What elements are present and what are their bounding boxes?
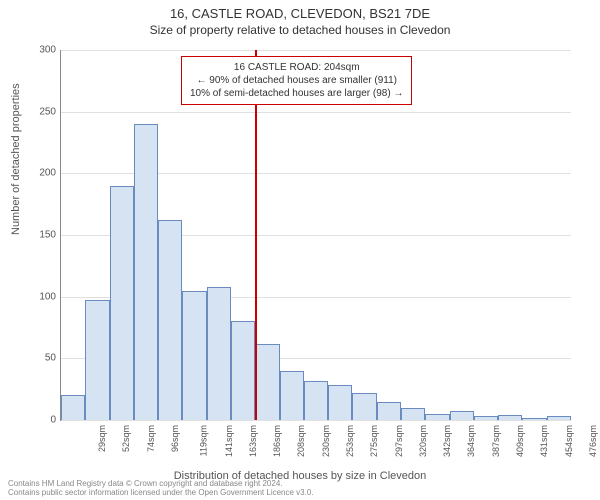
- x-tick-label: 387sqm: [491, 425, 501, 457]
- plot-area: 16 CASTLE ROAD: 204sqm ← 90% of detached…: [60, 50, 571, 421]
- y-tick-label: 0: [31, 415, 56, 426]
- histogram-bar: [255, 344, 279, 420]
- gridline: [61, 420, 571, 421]
- x-tick-label: 320sqm: [418, 425, 428, 457]
- x-tick-label: 96sqm: [170, 425, 180, 452]
- x-tick-label: 119sqm: [199, 425, 209, 456]
- y-tick-label: 50: [31, 353, 56, 364]
- x-tick-label: 141sqm: [224, 425, 234, 457]
- footer-attribution: Contains HM Land Registry data © Crown c…: [8, 479, 314, 498]
- address-title: 16, CASTLE ROAD, CLEVEDON, BS21 7DE: [0, 0, 600, 21]
- reference-line: [255, 50, 257, 420]
- histogram-bars: [61, 50, 571, 420]
- histogram-bar: [425, 414, 449, 420]
- histogram-bar: [547, 416, 571, 420]
- y-tick-label: 300: [31, 45, 56, 56]
- x-tick-label: 409sqm: [515, 425, 525, 457]
- footer-line-2: Contains public sector information licen…: [8, 488, 314, 498]
- histogram-bar: [450, 411, 474, 420]
- x-tick-label: 275sqm: [369, 425, 379, 457]
- x-tick-label: 476sqm: [588, 425, 598, 457]
- histogram-bar: [522, 418, 546, 420]
- histogram-bar: [498, 415, 522, 420]
- y-tick-label: 200: [31, 168, 56, 179]
- histogram-bar: [328, 385, 352, 420]
- x-tick-label: 342sqm: [442, 425, 452, 457]
- info-box: 16 CASTLE ROAD: 204sqm ← 90% of detached…: [181, 56, 412, 105]
- x-tick-label: 364sqm: [466, 425, 476, 457]
- x-tick-label: 52sqm: [121, 425, 131, 452]
- histogram-bar: [134, 124, 158, 420]
- x-tick-label: 431sqm: [539, 425, 549, 457]
- y-tick-label: 100: [31, 291, 56, 302]
- x-tick-label: 230sqm: [321, 425, 331, 457]
- subtitle: Size of property relative to detached ho…: [0, 21, 600, 37]
- histogram-bar: [110, 186, 134, 420]
- histogram-bar: [474, 416, 498, 420]
- histogram-bar: [280, 371, 304, 420]
- histogram-bar: [158, 220, 182, 420]
- info-line-3: 10% of semi-detached houses are larger (…: [190, 87, 403, 100]
- y-tick-label: 250: [31, 106, 56, 117]
- histogram-bar: [377, 402, 401, 421]
- x-tick-label: 29sqm: [97, 425, 107, 452]
- info-line-2: ← 90% of detached houses are smaller (91…: [190, 74, 403, 87]
- histogram-bar: [401, 408, 425, 420]
- x-tick-label: 74sqm: [146, 425, 156, 452]
- y-tick-label: 150: [31, 230, 56, 241]
- histogram-bar: [61, 395, 85, 420]
- histogram-bar: [182, 291, 206, 421]
- histogram-bar: [85, 300, 109, 420]
- x-tick-label: 253sqm: [345, 425, 355, 457]
- x-tick-label: 208sqm: [296, 425, 306, 457]
- y-axis-label: Number of detached properties: [10, 83, 22, 235]
- histogram-bar: [304, 381, 328, 420]
- chart-container: 16, CASTLE ROAD, CLEVEDON, BS21 7DE Size…: [0, 0, 600, 500]
- histogram-bar: [207, 287, 231, 420]
- histogram-bar: [352, 393, 376, 420]
- x-tick-label: 186sqm: [272, 425, 282, 457]
- histogram-bar: [231, 321, 255, 420]
- info-line-1: 16 CASTLE ROAD: 204sqm: [190, 61, 403, 74]
- x-tick-label: 163sqm: [248, 425, 258, 457]
- x-tick-label: 454sqm: [564, 425, 574, 457]
- x-tick-label: 297sqm: [394, 425, 404, 457]
- footer-line-1: Contains HM Land Registry data © Crown c…: [8, 479, 314, 489]
